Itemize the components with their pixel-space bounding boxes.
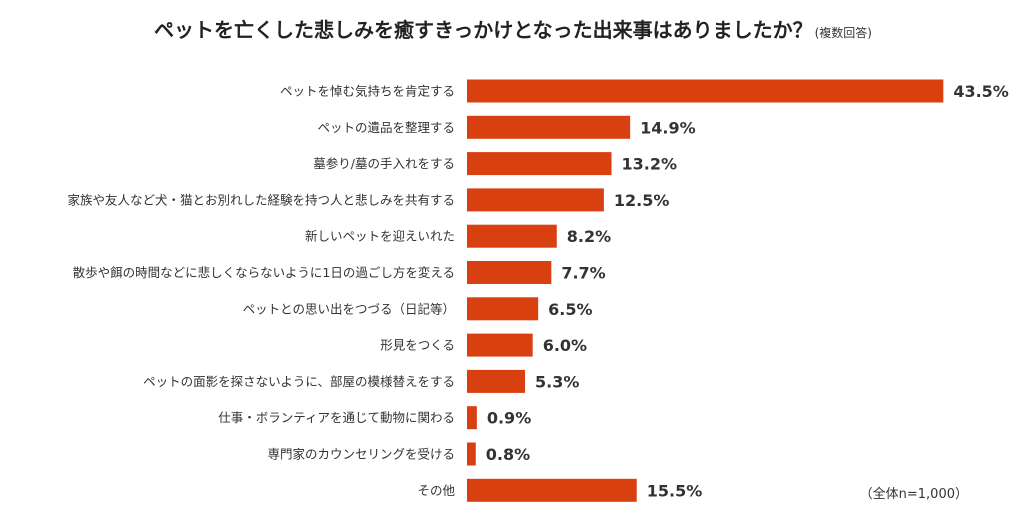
bar bbox=[467, 442, 476, 466]
category-label: 散歩や餌の時間などに悲しくならないように1日の過ごし方を変える bbox=[73, 265, 455, 280]
chart-title-sub: (複数回答) bbox=[814, 26, 872, 40]
value-label: 15.5% bbox=[647, 481, 703, 500]
value-label: 6.0% bbox=[543, 336, 587, 355]
bar bbox=[467, 369, 526, 393]
value-label: 6.5% bbox=[548, 300, 592, 319]
category-label: ペットの遺品を整理する bbox=[317, 120, 455, 135]
value-label: 7.7% bbox=[561, 264, 605, 283]
category-label: ペットの面影を探さないように、部屋の模様替えをする bbox=[143, 374, 455, 389]
bar bbox=[467, 261, 552, 284]
bar bbox=[467, 188, 604, 212]
bar bbox=[467, 297, 539, 321]
value-label: 13.2% bbox=[622, 155, 678, 174]
category-label: その他 bbox=[417, 483, 455, 498]
value-label: 0.9% bbox=[487, 409, 531, 428]
bar bbox=[467, 406, 477, 430]
bar bbox=[467, 333, 533, 357]
sample-size-note: （全体n=1,000） bbox=[859, 487, 968, 502]
bar bbox=[467, 478, 637, 502]
value-label: 12.5% bbox=[614, 191, 670, 210]
category-label: ペットとの思い出をつづる（日記等） bbox=[243, 301, 455, 316]
value-label: 8.2% bbox=[567, 227, 611, 246]
bar bbox=[467, 79, 944, 103]
category-label: ペットを悼む気持ちを肯定する bbox=[280, 84, 455, 99]
bar bbox=[467, 115, 631, 139]
category-label: 新しいペットを迎えいれた bbox=[305, 229, 455, 244]
value-label: 43.5% bbox=[953, 82, 1009, 101]
category-label: 形見をつくる bbox=[380, 338, 455, 353]
category-label: 仕事・ボランティアを通じて動物に関わる bbox=[218, 410, 455, 425]
bar bbox=[467, 152, 612, 176]
chart-title-main: ペットを亡くした悲しみを癒すきっかけとなった出来事はありましたか？ bbox=[154, 18, 813, 42]
category-label: 専門家のカウンセリングを受ける bbox=[267, 447, 455, 462]
chart-title: ペットを亡くした悲しみを癒すきっかけとなった出来事はありましたか？ (複数回答) bbox=[0, 14, 1026, 43]
category-label: 家族や友人など犬・猫とお別れした経験を持つ人と悲しみを共有する bbox=[67, 192, 455, 207]
bar bbox=[467, 224, 557, 248]
category-label: 墓参り/墓の手入れをする bbox=[313, 156, 455, 171]
value-label: 0.8% bbox=[486, 445, 530, 464]
value-label: 14.9% bbox=[640, 118, 696, 137]
value-label: 5.3% bbox=[535, 372, 579, 391]
